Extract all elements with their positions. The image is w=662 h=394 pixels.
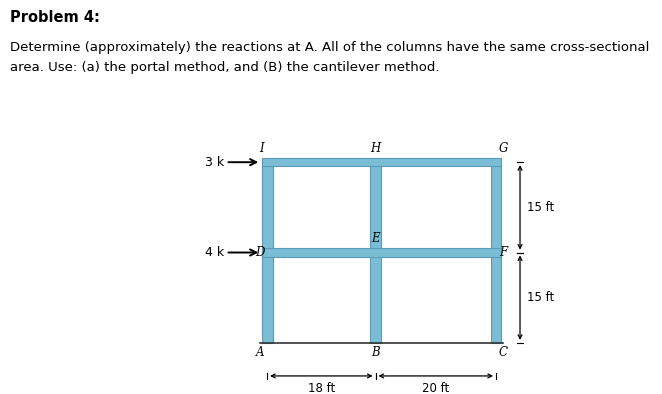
Text: Determine (approximately) the reactions at A. All of the columns have the same c: Determine (approximately) the reactions … bbox=[10, 41, 649, 54]
Text: D: D bbox=[255, 246, 264, 259]
Text: F: F bbox=[499, 246, 507, 259]
Text: C: C bbox=[499, 346, 508, 359]
Text: 18 ft: 18 ft bbox=[308, 382, 335, 394]
Bar bbox=[261, 248, 501, 257]
Text: B: B bbox=[371, 346, 380, 359]
Text: H: H bbox=[371, 142, 381, 155]
Text: 3 k: 3 k bbox=[205, 156, 224, 169]
Text: I: I bbox=[260, 142, 264, 155]
Text: 15 ft: 15 ft bbox=[527, 201, 555, 214]
Text: area. Use: (a) the portal method, and (B) the cantilever method.: area. Use: (a) the portal method, and (B… bbox=[10, 61, 440, 74]
Text: 4 k: 4 k bbox=[205, 246, 224, 259]
Text: G: G bbox=[499, 142, 508, 155]
Bar bbox=[261, 162, 273, 343]
Text: 20 ft: 20 ft bbox=[422, 382, 449, 394]
Text: E: E bbox=[371, 232, 380, 245]
Text: Problem 4:: Problem 4: bbox=[10, 10, 100, 25]
Text: 15 ft: 15 ft bbox=[527, 291, 555, 304]
Bar bbox=[491, 162, 501, 343]
Bar bbox=[261, 158, 501, 166]
Text: A: A bbox=[256, 346, 264, 359]
Bar bbox=[370, 162, 381, 343]
